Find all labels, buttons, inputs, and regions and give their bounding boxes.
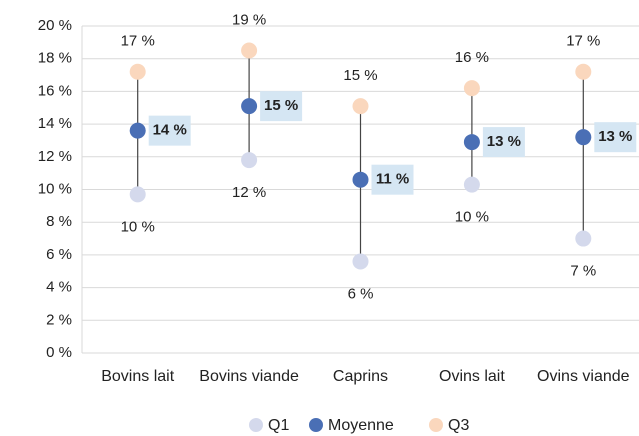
data-label: 17 % [121,33,155,50]
legend-label: Q1 [268,417,289,434]
legend-label: Moyenne [328,417,394,434]
x-tick-label: Ovins lait [439,368,505,385]
y-tick-label: 0 % [46,344,72,361]
dot [463,80,480,97]
data-label: 16 % [455,49,489,66]
data-label: 13 % [598,128,632,145]
data-label: 13 % [487,133,521,150]
y-tick-label: 18 % [38,50,72,67]
label-box [371,164,414,195]
dot [575,129,592,146]
dot [463,134,480,151]
y-tick-label: 12 % [38,148,72,165]
data-label: 14 % [153,122,187,139]
dot [352,253,369,270]
y-tick-label: 8 % [46,213,72,230]
dot [352,98,369,115]
dot [575,63,592,80]
y-tick-label: 16 % [38,82,72,99]
label-box [594,122,637,153]
legend-label: Q3 [448,417,469,434]
label-box [482,127,525,158]
dot [129,63,146,80]
y-tick-label: 6 % [46,246,72,263]
dot [241,152,258,169]
dot [575,230,592,247]
dot [241,98,258,115]
dot [129,186,146,203]
data-label: 12 % [232,184,266,201]
y-tick-label: 20 % [38,17,72,34]
y-tick-label: 10 % [38,180,72,197]
legend-marker [309,418,323,432]
x-tick-label: Caprins [333,368,388,385]
data-label: 17 % [566,33,600,50]
data-label: 7 % [570,263,596,280]
data-label: 6 % [348,285,374,302]
dot [129,122,146,139]
y-tick-label: 4 % [46,279,72,296]
x-tick-label: Bovins lait [101,368,174,385]
label-box [260,91,303,122]
data-label: 19 % [232,11,266,28]
dot [352,171,369,188]
data-label: 11 % [376,171,409,188]
y-tick-label: 14 % [38,115,72,132]
label-box [148,115,191,146]
data-label: 10 % [455,209,489,226]
data-label: 10 % [121,218,155,235]
legend-marker [429,418,443,432]
x-tick-label: Bovins viande [199,368,299,385]
x-tick-label: Ovins viande [537,368,630,385]
data-label: 15 % [264,97,298,114]
y-tick-label: 2 % [46,311,72,328]
legend-marker [249,418,263,432]
data-label: 15 % [343,67,377,84]
dot [241,42,258,59]
dot [463,176,480,193]
